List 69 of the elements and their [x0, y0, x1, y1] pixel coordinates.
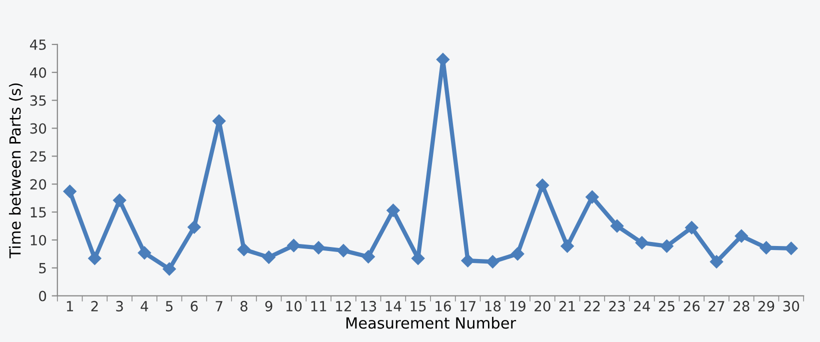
y-tick-label: 40: [30, 67, 46, 78]
x-axis-title: Measurement Number: [346, 316, 516, 329]
point: [336, 244, 350, 258]
point: [362, 250, 375, 264]
point: [635, 236, 649, 250]
x-tick-label: 12: [336, 300, 351, 312]
x-tick-label: 19: [510, 300, 526, 312]
x-tick-label: 28: [734, 300, 750, 312]
y-tick-label: 25: [30, 151, 46, 162]
point: [760, 241, 773, 254]
y-tick-label: 20: [30, 179, 46, 190]
point: [685, 221, 698, 234]
x-tick-label: 25: [658, 300, 674, 312]
x-tick-label: 14: [386, 301, 402, 312]
point: [734, 229, 748, 243]
point: [660, 240, 674, 253]
point: [138, 246, 152, 260]
y-tick-label: 35: [30, 95, 46, 106]
point: [586, 190, 599, 204]
point: [536, 178, 550, 192]
x-tick-label: 8: [240, 300, 248, 312]
point: [386, 204, 400, 217]
y-axis-title: Time between Parts (s): [8, 83, 23, 258]
y-tick-label: 15: [30, 207, 46, 218]
point: [88, 252, 102, 265]
y-tick-label: 0: [39, 290, 46, 302]
point: [63, 184, 76, 198]
point: [510, 247, 524, 261]
point: [486, 255, 500, 268]
point: [162, 262, 176, 276]
point: [461, 254, 474, 268]
point: [188, 220, 201, 234]
x-tick-label: 21: [559, 300, 575, 312]
point: [560, 240, 574, 253]
x-tick-label: 26: [684, 300, 700, 312]
x-tick-label: 2: [91, 300, 98, 312]
x-tick-label: 24: [634, 300, 650, 312]
y-tick-label: 45: [30, 40, 46, 50]
y-tick-label: 30: [30, 123, 46, 134]
x-tick-label: 3: [116, 300, 123, 312]
x-tick-label: 29: [758, 300, 774, 312]
x-tick-label: 23: [609, 300, 625, 312]
x-tick-label: 15: [410, 301, 426, 312]
x-tick-label: 6: [190, 300, 198, 312]
x-tick-label: 10: [286, 300, 302, 312]
point: [237, 242, 251, 256]
point: [312, 241, 326, 254]
x-tick-label: 18: [485, 300, 501, 312]
x-tick-label: 9: [265, 300, 272, 312]
point: [784, 242, 798, 255]
y-tick-label: 10: [30, 234, 46, 246]
x-tick-label: 4: [140, 301, 148, 312]
x-tick-label: 11: [311, 301, 326, 312]
x-tick-label: 30: [783, 300, 800, 312]
x-tick-label: 1: [66, 301, 73, 312]
y-tick-label: 5: [39, 263, 46, 274]
x-tick-label: 17: [460, 301, 476, 312]
x-tick-label: 16: [436, 300, 451, 312]
x-tick-label: 7: [216, 301, 222, 312]
x-tick-label: 13: [361, 300, 376, 312]
x-tick-label: 5: [166, 301, 173, 312]
point: [112, 194, 126, 207]
point: [262, 250, 276, 264]
x-tick-label: 20: [534, 300, 550, 312]
point: [710, 255, 724, 268]
point: [287, 238, 300, 252]
point: [610, 219, 624, 233]
x-tick-label: 22: [584, 300, 600, 312]
x-tick-label: 27: [708, 300, 724, 312]
